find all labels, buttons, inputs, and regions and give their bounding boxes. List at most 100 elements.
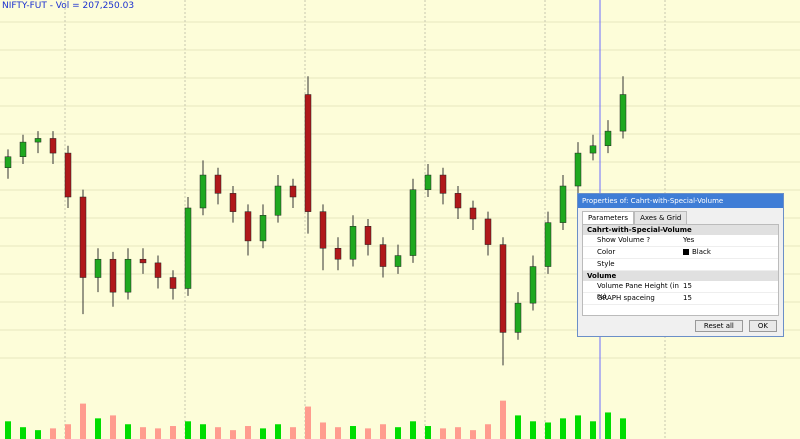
candle-body [244,211,252,242]
candle-body [229,193,237,212]
candle-body [559,185,567,223]
candle-body [259,215,267,242]
candle-body [64,152,72,198]
candle-body [319,211,327,249]
param-value[interactable]: 15 [683,282,692,290]
volume-bar [440,428,446,439]
volume-bar [125,424,131,439]
candle-body [469,207,477,220]
param-value[interactable]: 15 [683,294,692,302]
candle-body [79,196,87,278]
volume-bar [200,424,206,439]
candle-body [544,222,552,267]
param-label: GRAPH spaceing [597,294,655,302]
volume-bar [530,421,536,439]
candle-body [619,94,627,132]
candle-body [529,266,537,304]
volume-bar [50,428,56,439]
button[interactable]: OK [748,320,777,332]
volume-bar [290,427,296,439]
param-value[interactable] [683,259,778,270]
candle-body [34,138,42,143]
candle-body [214,174,222,194]
volume-bar [590,421,596,439]
volume-bar [560,418,566,439]
volume-bar [230,430,236,439]
volume-bar [335,427,341,439]
volume-bar [110,415,116,439]
param-label: Color [597,248,616,256]
candle-body [604,130,612,147]
group-header[interactable]: Volume [583,271,778,281]
volume-bar [620,418,626,439]
color-swatch [683,249,689,255]
candle-body [574,152,582,187]
candle-body [169,277,177,289]
candle-body [199,174,207,209]
property-grid: Cahrt-with-Special-Volume Show Volume ? Y… [582,224,779,316]
candle-body [484,218,492,245]
volume-bar [305,406,311,439]
volume-bar [185,421,191,439]
param-label: Style [597,260,615,268]
candle-body [4,156,12,168]
candle-body [94,258,102,278]
volume-bar [425,426,431,439]
candle-body [304,94,312,212]
candle-body [409,189,417,256]
volume-bar [350,426,356,439]
candle-body [514,302,522,333]
candle-body [394,255,402,267]
candle-body [109,258,117,293]
volume-bar [410,421,416,439]
candle-body [139,258,147,264]
group-header[interactable]: Cahrt-with-Special-Volume [583,225,778,235]
candle-body [424,174,432,190]
candle-body [379,244,387,267]
volume-bar [365,428,371,439]
volume-bar [5,421,11,439]
volume-bar [395,427,401,439]
volume-bar [545,422,551,439]
param-value[interactable]: Yes [683,236,695,244]
volume-bar [380,424,386,439]
volume-bar [275,424,281,439]
param-value[interactable]: Black [692,248,711,256]
volume-bar [170,426,176,439]
dialog-title: Properties of: Cahrt-with-Special-Volume [578,194,783,208]
properties-dialog: Properties of: Cahrt-with-Special-Volume… [577,193,784,337]
volume-bar [575,415,581,439]
button[interactable]: Reset all [694,320,743,332]
volume-bar [500,400,506,439]
candle-body [454,193,462,209]
volume-bar [20,427,26,439]
candle-body [439,174,447,194]
volume-bar [65,424,71,439]
candle-body [274,185,282,216]
candle-body [19,141,27,157]
volume-bar [215,427,221,439]
candle-body [154,262,162,278]
chart-title: NIFTY-FUT - Vol = 207,250.03 [2,1,134,11]
volume-bar [320,422,326,439]
volume-bar [35,430,41,439]
volume-bar [260,428,266,439]
volume-bar [515,415,521,439]
tab[interactable]: Axes & Grid [634,211,688,224]
volume-bar [140,427,146,439]
candle-body [289,185,297,198]
volume-bar [80,403,86,439]
volume-bar [605,412,611,439]
candle-body [349,226,357,260]
param-label: Volume Pane Height (in %) [597,282,679,301]
candle-body [589,145,597,154]
param-label: Show Volume ? [597,236,651,244]
volume-bar [245,426,251,439]
volume-bar [485,424,491,439]
candle-body [499,244,507,333]
candle-body [124,258,132,293]
volume-bar [95,418,101,439]
candle-body [334,247,342,260]
tab[interactable]: Parameters [582,211,635,224]
volume-bar [155,428,161,439]
